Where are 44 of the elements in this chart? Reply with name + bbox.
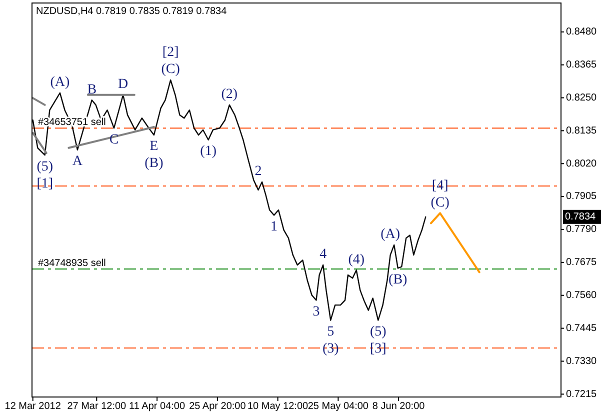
- annotation: [4]: [432, 178, 448, 194]
- y-tick-label: 0.8365: [566, 59, 598, 70]
- annotation: 3: [312, 304, 320, 320]
- x-tick-label: 27 Mar 12:00: [67, 401, 127, 412]
- y-tick-label: 0.7330: [566, 356, 598, 367]
- x-tick-label: 12 Mar 2012: [4, 401, 62, 412]
- annotation: (A): [380, 227, 400, 242]
- y-tick-label: 0.8250: [566, 92, 598, 104]
- annotation: D: [118, 77, 128, 92]
- y-tick-label: 0.7790: [566, 224, 598, 236]
- x-tick-label: 8 Jun 20:00: [372, 401, 426, 412]
- annotation: (1): [200, 144, 217, 160]
- annotation: 1: [270, 219, 278, 234]
- y-tick-label: 0.8135: [566, 125, 598, 136]
- y-tick-label: 0.7905: [566, 191, 598, 202]
- y-tick-label: 0.8020: [566, 158, 598, 170]
- annotation: (4): [348, 252, 365, 268]
- x-tick-label: 11 Apr 04:00: [129, 401, 186, 412]
- annotation: (C): [161, 62, 180, 78]
- annotation: (B): [144, 156, 164, 172]
- y-tick-label: 0.7445: [566, 322, 598, 334]
- annotation: A: [72, 154, 84, 170]
- chart-title: NZDUSD,H4 0.7819 0.7835 0.7819 0.7834: [36, 6, 228, 17]
- annotation: 4: [320, 247, 327, 262]
- x-tick-label: 25 Apr 20:00: [189, 401, 246, 412]
- ref-line-label: #34748935 sell: [38, 258, 106, 270]
- annotation: 5: [327, 324, 334, 340]
- annotation: E: [150, 139, 158, 154]
- annotation: B: [87, 82, 97, 98]
- annotation: (A): [50, 75, 70, 90]
- y-tick-label: 0.8480: [566, 26, 598, 38]
- y-tick-label: 0.7560: [566, 290, 598, 301]
- annotation: (2): [221, 87, 238, 102]
- x-tick-label: 25 May 04:00: [308, 401, 369, 412]
- annotation: (B): [388, 272, 408, 288]
- annotation: (C): [430, 195, 450, 210]
- annotation: [2]: [162, 45, 179, 60]
- annotation: (5): [36, 159, 54, 174]
- annotation: 0.7834: [565, 212, 596, 223]
- y-tick-label: 0.7675: [566, 257, 598, 268]
- annotation: 2: [254, 164, 262, 180]
- x-tick-label: 10 May 12:00: [248, 401, 309, 412]
- annotation: (5): [370, 324, 387, 340]
- y-tick-label: 0.7215: [566, 388, 598, 400]
